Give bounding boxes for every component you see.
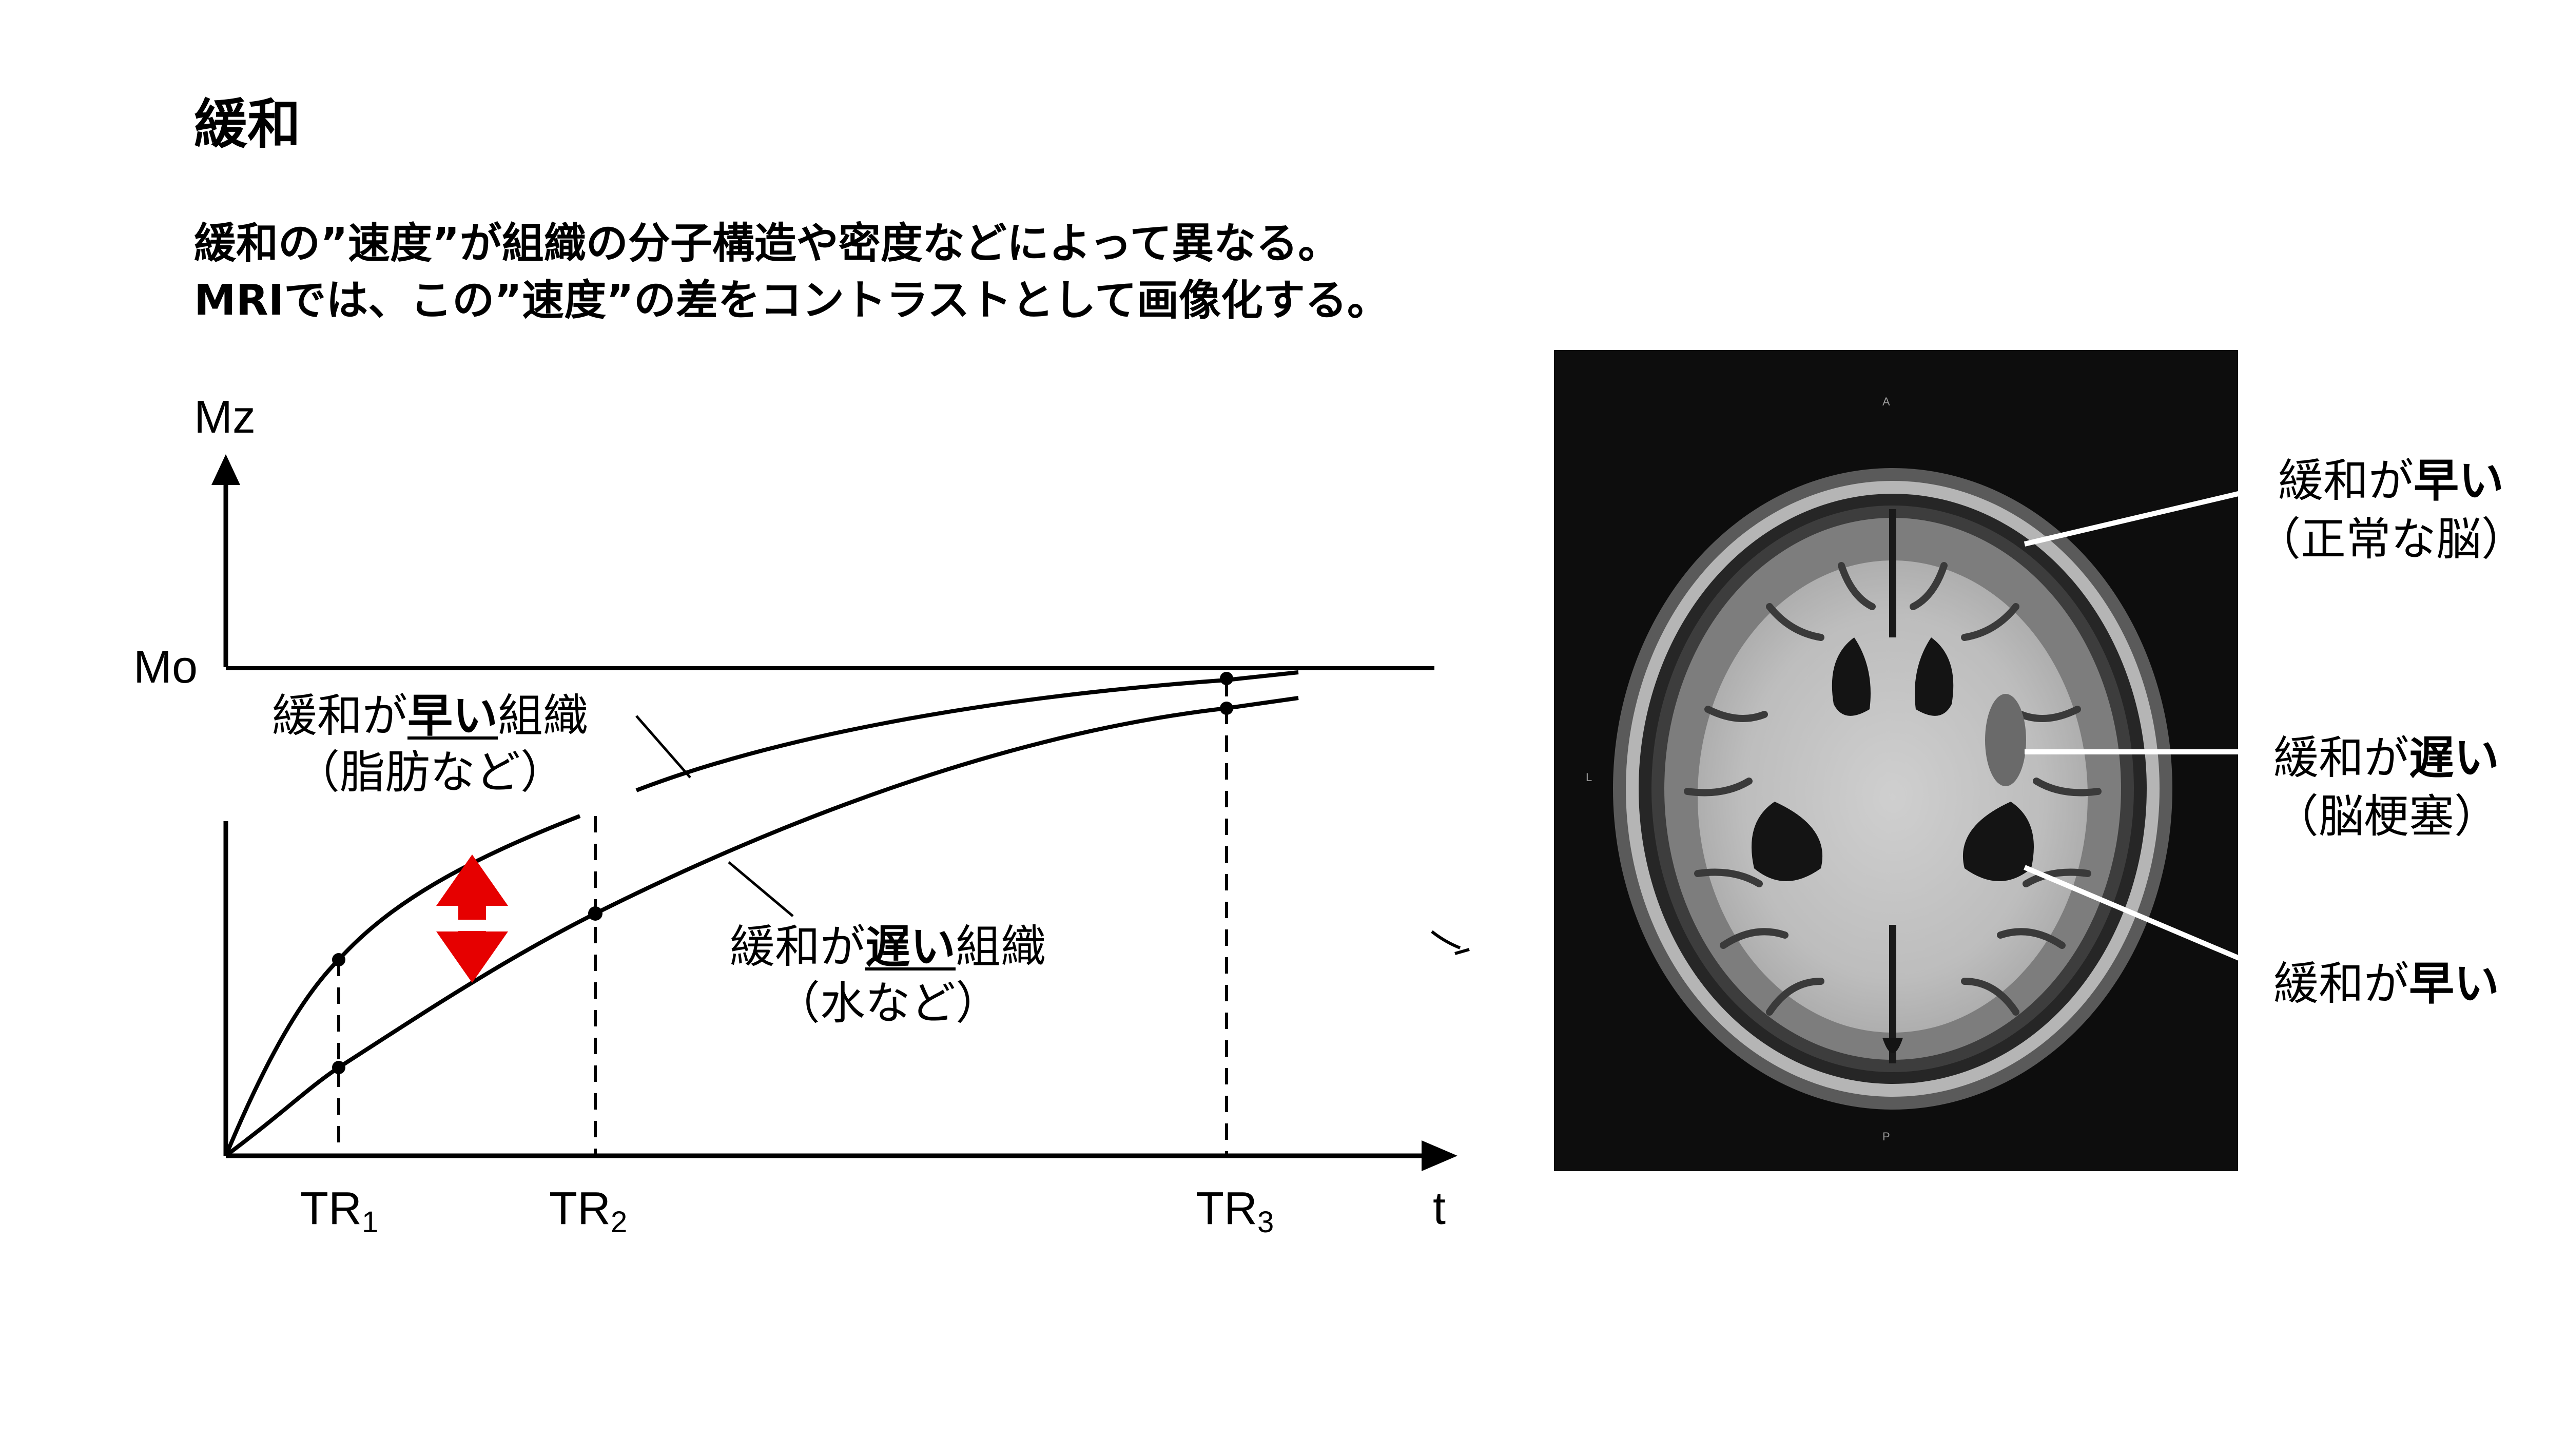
tr1-label: TR1 xyxy=(300,1183,378,1237)
tr1-sub: 1 xyxy=(361,1206,379,1239)
slow-curve-label-line1: 緩和が遅い組織 xyxy=(729,920,1046,973)
point-fast-tr3 xyxy=(1220,672,1233,685)
fast-curve-label-line1: 緩和が早い組織 xyxy=(271,689,589,742)
subtitle-line-2: MRIでは、この”速度”の差をコントラストとして画像化する。 xyxy=(194,276,1389,325)
brain-mri-drawing: A P L xyxy=(1586,395,2172,1143)
label-infarct-line1: 緩和が遅い xyxy=(2273,731,2500,784)
brain-mri-image: A P L xyxy=(1554,350,2238,1171)
marker-l: L xyxy=(1586,771,1592,784)
label-infarct: 緩和が遅い （脳梗塞） xyxy=(2273,729,2499,846)
point-fast-tr1 xyxy=(332,953,345,966)
y-axis-label: Mz xyxy=(194,394,256,440)
ventricle-right-posterior xyxy=(1962,802,2034,881)
y-axis-arrowhead xyxy=(211,454,240,485)
label-fast-2: 緩和が早い xyxy=(2273,955,2499,1013)
marker-a: A xyxy=(1882,395,1890,408)
fast-keyword-1: 早い xyxy=(2414,454,2504,507)
x-axis-arrowhead xyxy=(1422,1140,1457,1171)
contrast-double-arrow xyxy=(436,855,508,983)
slow-keyword: 遅い xyxy=(865,920,956,973)
tr1-main: TR xyxy=(300,1183,362,1234)
point-slow-tr1 xyxy=(332,1061,345,1074)
m0-label: Mo xyxy=(133,642,198,693)
pointer-normal-brain xyxy=(2024,490,2244,547)
pointer-fast-2 xyxy=(2024,865,2244,962)
label-normal-brain-note: （正常な脳） xyxy=(2256,513,2527,566)
point-slow-tr2 xyxy=(588,906,602,921)
page-title: 緩和 xyxy=(194,93,301,156)
slow-curve xyxy=(224,696,1299,1158)
ventricle-right-anterior xyxy=(1915,637,1954,716)
infarct-region xyxy=(1985,694,2026,786)
scan-artifact xyxy=(1431,930,1470,955)
white-matter xyxy=(1698,560,2088,1033)
tr3-label: TR3 xyxy=(1196,1183,1274,1237)
subtitle-line-1: 緩和の”速度”が組織の分子構造や密度などによって異なる。 xyxy=(194,219,1340,268)
label-infarct-note: （脳梗塞） xyxy=(2273,790,2500,843)
tr2-sub: 2 xyxy=(610,1206,628,1239)
tr2-label: TR2 xyxy=(549,1183,627,1237)
fast-curve-label: 緩和が早い組織 （脂肪など） xyxy=(245,688,615,801)
sulci xyxy=(1684,562,2102,1016)
occipital-notch xyxy=(1882,1038,1903,1053)
point-slow-tr3 xyxy=(1220,702,1233,715)
fast-label-pointer xyxy=(635,715,691,779)
x-axis-label: t xyxy=(1433,1183,1446,1234)
tr3-sub: 3 xyxy=(1257,1206,1274,1239)
slow-curve-label: 緩和が遅い組織 （水など） xyxy=(703,919,1073,1032)
ventricle-left-anterior xyxy=(1832,637,1871,716)
slow-keyword-1: 遅い xyxy=(2409,731,2500,784)
label-normal-brain-line1: 緩和が早い xyxy=(2278,454,2504,507)
label-fast-2-line1: 緩和が早い xyxy=(2273,957,2500,1010)
tr2-main: TR xyxy=(549,1183,611,1234)
fast-keyword-2: 早い xyxy=(2409,957,2500,1010)
marker-p: P xyxy=(1882,1130,1890,1143)
fast-curve-upper xyxy=(635,670,1299,792)
subtitle: 緩和の”速度”が組織の分子構造や密度などによって異なる。 MRIでは、この”速度… xyxy=(194,216,1389,329)
y-axis-label-text: Mz xyxy=(194,392,256,443)
slow-label-pointer xyxy=(728,861,794,917)
fast-curve-label-note: （脂肪など） xyxy=(294,746,566,799)
slow-curve-label-note: （水など） xyxy=(774,977,1001,1030)
fast-keyword: 早い xyxy=(407,689,498,742)
label-normal-brain: 緩和が早い （正常な脳） xyxy=(2256,452,2526,569)
ventricle-left-posterior xyxy=(1752,802,1823,881)
tr3-main: TR xyxy=(1196,1183,1257,1234)
